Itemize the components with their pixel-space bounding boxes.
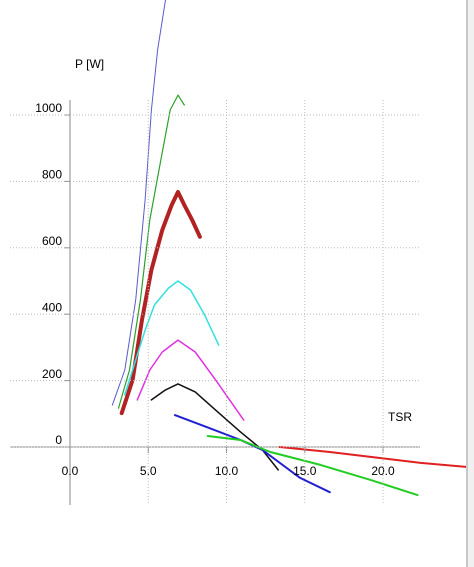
y-tick-label: 400 — [42, 300, 62, 314]
y-tick-label: 1000 — [35, 101, 62, 115]
plot — [111, 0, 466, 497]
y-tick-label: 200 — [42, 367, 62, 381]
series-line — [124, 280, 220, 396]
y-tick-label: 800 — [42, 168, 62, 182]
series-line — [206, 435, 419, 497]
y-tick-label: 0 — [55, 433, 62, 447]
y-axis-label: P [W] — [75, 57, 104, 71]
x-tick-label: 20.0 — [371, 464, 395, 478]
series-line — [117, 94, 185, 409]
x-tick-label: 10.0 — [215, 464, 239, 478]
x-axis-label: TSR — [388, 410, 412, 424]
x-tick-label: 5.0 — [140, 464, 157, 478]
x-tick-label: 15.0 — [293, 464, 317, 478]
series-line — [111, 0, 166, 406]
series-line — [136, 339, 245, 421]
y-tick-label: 600 — [42, 234, 62, 248]
series-line — [119, 190, 202, 416]
x-tick-label: 0.0 — [62, 464, 79, 478]
window-frame — [466, 0, 474, 567]
series-line — [278, 446, 466, 468]
